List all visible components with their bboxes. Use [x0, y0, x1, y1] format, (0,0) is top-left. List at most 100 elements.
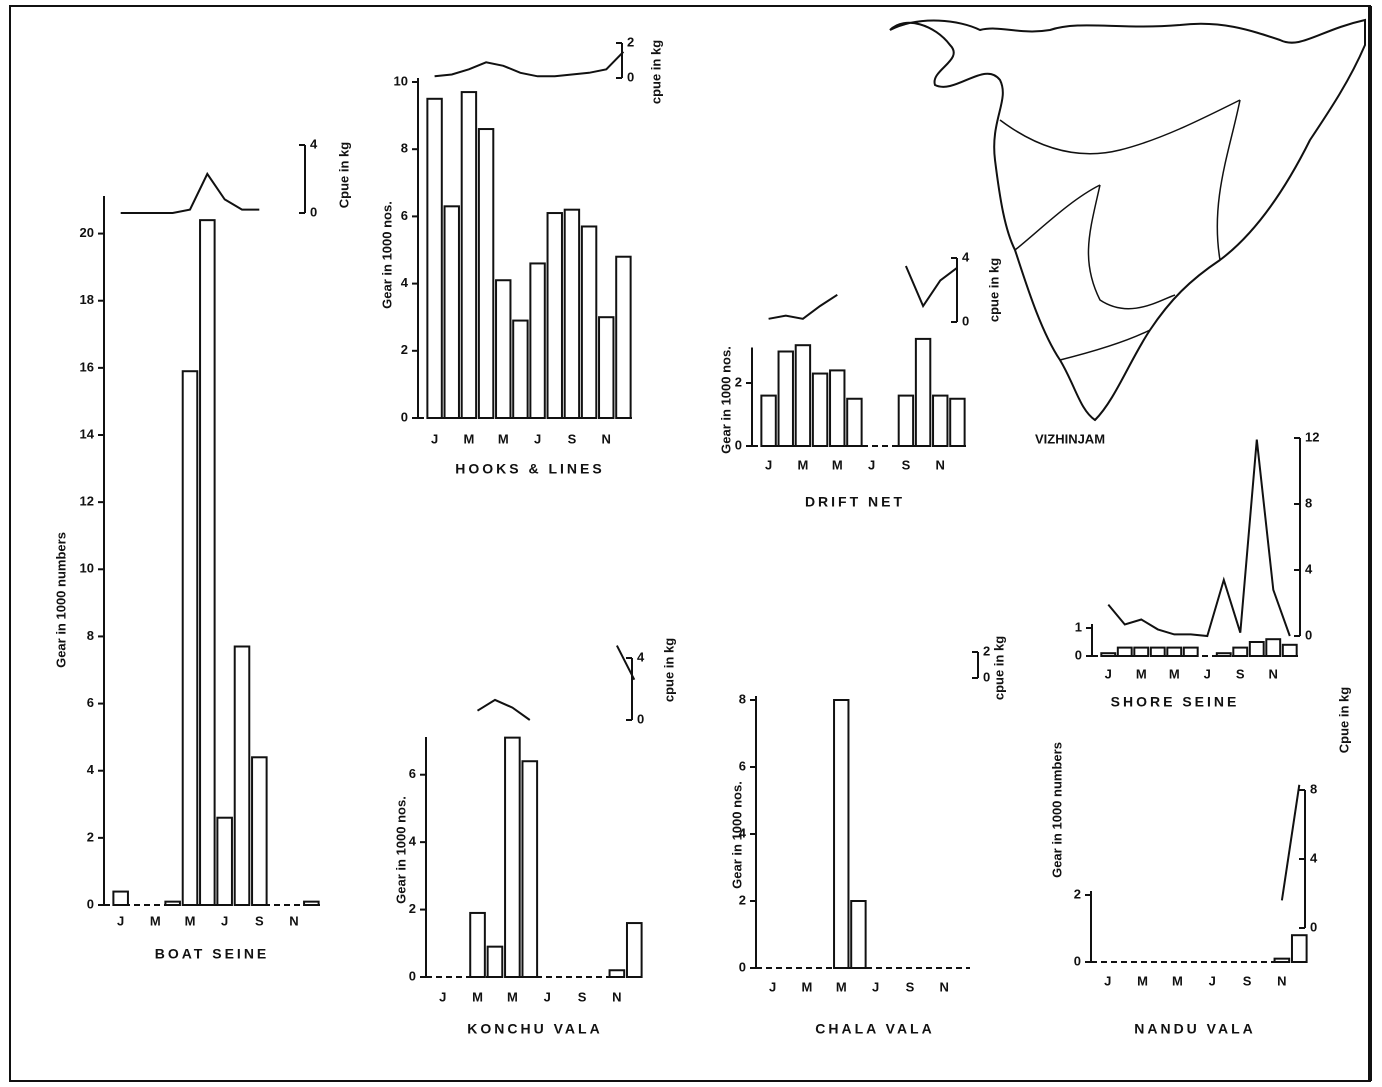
x-tick-label: M	[832, 457, 843, 472]
x-tick-label: J	[1204, 666, 1211, 681]
y2-tick-label: 0	[1305, 627, 1312, 642]
x-tick-label: N	[936, 457, 945, 472]
chart-title: NANDU VALA	[1134, 1021, 1256, 1037]
bar	[504, 736, 521, 979]
bar	[760, 394, 777, 448]
bar	[829, 369, 846, 447]
y-tick-label: 16	[80, 359, 94, 374]
chart-title: CHALA VALA	[815, 1021, 934, 1037]
bar	[1273, 957, 1291, 964]
bar	[460, 91, 478, 420]
y-tick-label: 20	[80, 225, 94, 240]
x-tick-label: M	[185, 913, 196, 928]
cpue-line	[120, 171, 260, 214]
x-tick-label: J	[872, 979, 879, 994]
y-axis-label: Gear in 1000 nos.	[718, 346, 733, 454]
x-tick-label: S	[578, 989, 587, 1004]
y-tick-label: 2	[401, 342, 408, 357]
chart-title: KONCHU VALA	[467, 1021, 602, 1037]
x-tick-label: J	[534, 431, 541, 446]
y-axis-label: Gear in 1000 numbers	[53, 532, 68, 668]
y2-axis-label: cpue in kg	[991, 636, 1006, 700]
y2-tick-label: 4	[637, 649, 645, 664]
bar	[563, 208, 581, 419]
x-tick-label: M	[498, 431, 509, 446]
bar	[625, 922, 643, 978]
y2-axis-label: Cpue in kg	[1336, 687, 1351, 754]
y-tick-label: 6	[739, 758, 746, 773]
x-tick-label: J	[117, 913, 124, 928]
bar	[949, 397, 966, 447]
y-tick-label: 2	[409, 901, 416, 916]
y2-tick-label: 2	[983, 643, 990, 658]
x-tick-label: J	[769, 979, 776, 994]
x-tick-label: M	[1136, 666, 1147, 681]
bar	[811, 372, 829, 447]
bar	[233, 645, 251, 906]
x-tick-label: J	[221, 913, 228, 928]
bar	[112, 890, 129, 906]
y-tick-label: 10	[80, 561, 94, 576]
y2-tick-label: 4	[1310, 850, 1318, 865]
bar	[469, 911, 486, 979]
y2-axis-label: cpue in kg	[661, 638, 676, 702]
x-tick-label: S	[568, 431, 577, 446]
y-tick-label: 2	[87, 829, 94, 844]
bar	[598, 316, 615, 420]
x-tick-label: N	[602, 431, 611, 446]
x-tick-label: N	[940, 979, 949, 994]
y2-axis-label: Cpue in kg	[336, 142, 351, 209]
bar	[615, 255, 632, 419]
y2-tick-label: 8	[1305, 495, 1312, 510]
bar	[850, 900, 867, 969]
y-tick-label: 2	[739, 892, 746, 907]
x-tick-label: S	[1236, 666, 1245, 681]
bar	[199, 219, 216, 906]
bar	[833, 699, 850, 969]
y2-tick-label: 0	[637, 711, 644, 726]
bar	[1290, 934, 1308, 964]
x-tick-label: M	[463, 431, 474, 446]
bar	[1215, 652, 1232, 658]
y-tick-label: 4	[401, 275, 409, 290]
y-tick-label: 6	[401, 208, 408, 223]
y2-tick-label: 0	[962, 313, 969, 328]
y-tick-label: 0	[739, 959, 746, 974]
bar	[426, 97, 443, 420]
x-tick-label: N	[1277, 973, 1286, 988]
x-tick-label: J	[544, 989, 551, 1004]
x-tick-label: J	[439, 989, 446, 1004]
bar	[1149, 646, 1166, 657]
cpue-line	[1280, 784, 1301, 901]
y2-axis-label: cpue in kg	[648, 40, 663, 104]
y-tick-label: 1	[1075, 619, 1082, 634]
y-axis-label: Gear in 1000 nos.	[729, 781, 744, 889]
bar	[914, 337, 932, 447]
bar	[1232, 646, 1249, 657]
x-tick-label: J	[868, 457, 875, 472]
y2-tick-label: 4	[1305, 561, 1313, 576]
x-tick-label: J	[431, 431, 438, 446]
bar	[477, 128, 495, 419]
x-tick-label: J	[765, 457, 772, 472]
y-tick-label: 0	[87, 896, 94, 911]
bar	[1116, 646, 1133, 657]
map-borders	[999, 99, 1241, 361]
bar	[1265, 638, 1282, 658]
y-tick-label: 0	[409, 968, 416, 983]
chart-title: HOOKS & LINES	[455, 461, 604, 477]
cpue-line	[1107, 439, 1291, 638]
y-tick-label: 4	[409, 834, 417, 849]
bar	[181, 370, 199, 906]
bar	[1133, 646, 1150, 657]
bar	[1248, 641, 1265, 657]
y-tick-label: 18	[80, 292, 94, 307]
bar	[1100, 652, 1117, 658]
bar	[164, 900, 181, 907]
x-tick-label: N	[289, 913, 298, 928]
cpue-line	[476, 645, 636, 721]
bar	[1182, 646, 1199, 657]
y-axis-label: Gear in 1000 numbers	[1049, 742, 1064, 878]
y-tick-label: 2	[1074, 886, 1081, 901]
